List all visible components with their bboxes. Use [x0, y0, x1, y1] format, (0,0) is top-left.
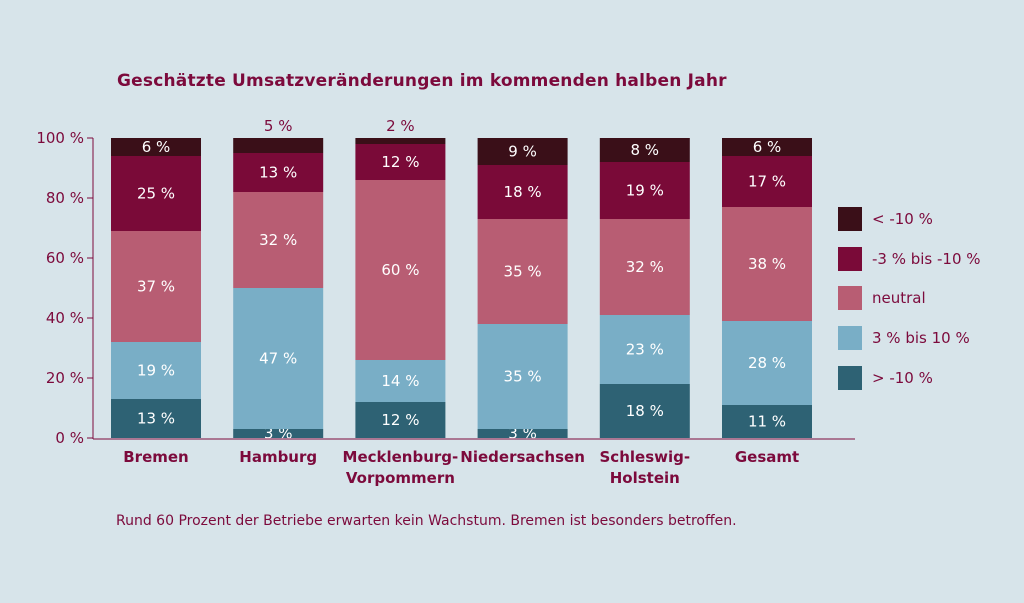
bar-segment — [599, 384, 690, 438]
bar-segment — [111, 342, 201, 399]
y-tick-label: 60 % — [46, 249, 84, 267]
data-label: 37 % — [137, 278, 175, 296]
data-label: 14 % — [381, 372, 419, 390]
bar-segment — [233, 429, 324, 438]
data-label: 23 % — [626, 341, 664, 359]
data-label: 8 % — [631, 141, 660, 159]
data-label: 6 % — [753, 138, 782, 156]
bar-segment — [111, 399, 201, 438]
y-tick-label: 80 % — [46, 189, 84, 207]
x-category-label: Holstein — [610, 469, 680, 487]
bar-segment — [355, 180, 446, 360]
bar-segment — [722, 405, 812, 438]
bar-segment — [722, 156, 812, 207]
bar-segment — [111, 156, 201, 231]
data-label: 18 % — [504, 183, 542, 201]
data-label: 32 % — [626, 258, 664, 276]
y-tick-label: 0 % — [55, 429, 84, 447]
legend-label: 3 % bis 10 % — [872, 329, 970, 347]
legend-label: < -10 % — [872, 210, 933, 228]
data-label: 11 % — [748, 413, 786, 431]
data-label: 47 % — [259, 350, 297, 368]
data-label: 60 % — [381, 261, 419, 279]
data-label: 28 % — [748, 354, 786, 372]
data-label: 19 % — [626, 182, 664, 200]
chart-title: Geschätzte Umsatzveränderungen im kommen… — [117, 71, 727, 91]
bar-segment — [599, 315, 690, 384]
data-label: 35 % — [504, 368, 542, 386]
data-label: 19 % — [137, 362, 175, 380]
bar-segment — [599, 219, 690, 315]
data-label: 32 % — [259, 231, 297, 249]
data-label: 9 % — [508, 143, 537, 161]
bar-segment — [355, 360, 446, 402]
legend-swatch — [838, 366, 862, 390]
chart-caption: Rund 60 Prozent der Betriebe erwarten ke… — [116, 513, 737, 529]
bar-segment — [477, 324, 568, 429]
bar-segment — [477, 429, 568, 438]
data-label: 2 % — [386, 117, 415, 135]
data-label: 13 % — [259, 164, 297, 182]
x-category-label: Gesamt — [735, 448, 799, 466]
bar-segment — [355, 138, 446, 144]
legend-swatch — [838, 247, 862, 271]
x-category-label: Niedersachsen — [460, 448, 585, 466]
bar-segment — [477, 165, 568, 219]
legend-swatch — [838, 286, 862, 310]
x-category-label: Bremen — [123, 448, 189, 466]
data-label: 12 % — [381, 411, 419, 429]
x-category-label: Hamburg — [239, 448, 317, 466]
bar-segment — [477, 138, 568, 165]
bar-segment — [722, 207, 812, 321]
y-tick-label: 40 % — [46, 309, 84, 327]
bar-segment — [355, 144, 446, 180]
bar-segment — [477, 219, 568, 324]
y-tick-label: 100 % — [36, 129, 84, 147]
data-label: 25 % — [137, 185, 175, 203]
y-tick-label: 20 % — [46, 369, 84, 387]
bar-segment — [233, 153, 324, 192]
data-label: 12 % — [381, 153, 419, 171]
x-category-label: Schleswig- — [600, 448, 691, 466]
data-label: 17 % — [748, 173, 786, 191]
bar-segment — [599, 138, 690, 162]
bar-segment — [233, 192, 324, 288]
data-label: 6 % — [142, 138, 171, 156]
bar-segment — [599, 162, 690, 219]
bar-segment — [722, 138, 812, 156]
data-label: 13 % — [137, 410, 175, 428]
data-label: 5 % — [264, 117, 293, 135]
bar-segment — [233, 138, 324, 153]
data-label: 35 % — [504, 263, 542, 281]
legend-label: -3 % bis -10 % — [872, 250, 981, 268]
x-category-label: Vorpommern — [346, 469, 455, 487]
bar-segment — [111, 231, 201, 342]
legend-label: neutral — [872, 289, 926, 307]
x-category-label: Mecklenburg- — [343, 448, 459, 466]
bar-segment — [233, 288, 324, 429]
legend-swatch — [838, 326, 862, 350]
bar-segment — [722, 321, 812, 405]
legend-swatch — [838, 207, 862, 231]
bar-segment — [111, 138, 201, 156]
legend-label: > -10 % — [872, 369, 933, 387]
data-label: 18 % — [626, 402, 664, 420]
bar-segment — [355, 402, 446, 438]
data-label: 38 % — [748, 255, 786, 273]
